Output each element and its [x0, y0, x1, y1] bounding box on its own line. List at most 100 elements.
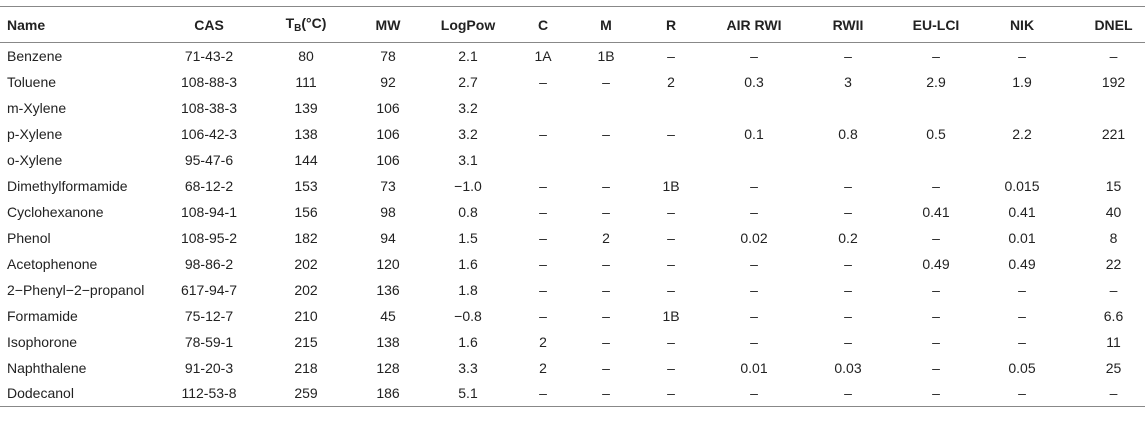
cell-air-rwi: –	[702, 380, 806, 407]
cell-eu-lci: –	[932, 307, 940, 324]
cell-r: 1B	[662, 177, 680, 194]
cell-mw: 45	[380, 307, 396, 324]
cell-mw: 94	[380, 229, 396, 246]
table-row: Dimethylformamide 68-12-2 153 73 −1.0 – – 1B – – –…	[0, 173, 1145, 199]
cell-r: –	[667, 281, 675, 298]
header-mw: MW	[354, 6, 422, 43]
cell-rwii: –	[844, 333, 852, 350]
cell-r	[640, 147, 702, 173]
cell-m: –	[602, 281, 610, 298]
cell-dnel: –	[1109, 281, 1118, 298]
cell-c: 2	[539, 333, 547, 350]
cell-eu-lci: –	[890, 380, 982, 407]
cell-r: 1B	[662, 307, 680, 324]
table-row: Formamide 75-12-7 210 45 −0.8 – – 1B – – – – 6.6	[0, 303, 1145, 329]
header-m: M	[572, 6, 640, 43]
table-row: Dodecanol 112-53-8 259 186 5.1– – – – – – – –	[0, 380, 1145, 407]
cell-rwii: 0.8	[838, 125, 858, 142]
cell-eu-lci	[890, 95, 982, 121]
cell-c: –	[539, 177, 547, 194]
cell-c: –	[539, 229, 547, 246]
cell-r: –	[667, 229, 675, 246]
cell-cas: 108-38-3	[180, 99, 238, 116]
cell-eu-lci: –	[932, 177, 940, 194]
cell-dnel: 192	[1101, 73, 1126, 90]
cell-nik: –	[1018, 333, 1026, 350]
cell-air-rwi	[702, 95, 806, 121]
table-row: 2−Phenyl−2−propanol 617-94-7 202 136 1.8 – – – –…	[0, 277, 1145, 303]
cell-name: Cyclohexanone	[7, 203, 104, 220]
cell-cas: 78-59-1	[184, 333, 234, 350]
cell-dnel	[1062, 95, 1145, 121]
cell-nik: –	[982, 380, 1062, 407]
table-row: m-Xylene 108-38-3 139 106 3.2	[0, 95, 1145, 121]
cell-r: –	[667, 203, 675, 220]
cell-c: 1A	[534, 47, 552, 64]
cell-nik	[982, 95, 1062, 121]
cell-c: –	[514, 380, 572, 407]
cell-air-rwi: –	[750, 255, 758, 272]
cell-eu-lci: –	[932, 281, 940, 298]
cell-tb: 202	[294, 255, 318, 272]
cell-nik: 0.49	[1008, 255, 1036, 272]
cell-cas: 95-47-6	[184, 151, 234, 168]
cell-nik: 2.2	[1012, 125, 1032, 142]
cell-rwii: –	[844, 177, 852, 194]
cell-c	[514, 147, 572, 173]
cell-dnel: –	[1109, 47, 1118, 64]
cell-cas: 106-42-3	[180, 125, 238, 142]
table-row: Phenol 108-95-2 182 94 1.5 – 2 – 0.02 0.2 – 0.01 8	[0, 225, 1145, 251]
cell-nik: –	[1018, 307, 1026, 324]
cell-tb: 153	[294, 177, 318, 194]
table-row: Isophorone 78-59-1 215 138 1.6 2 – – – – – – 11	[0, 329, 1145, 355]
cell-m: –	[602, 359, 610, 376]
cell-mw: 98	[380, 203, 396, 220]
cell-eu-lci: 2.9	[926, 73, 946, 90]
cell-name: Phenol	[7, 229, 51, 246]
cell-mw: 78	[380, 47, 396, 64]
cell-tb: 138	[294, 125, 318, 142]
cell-logpow: 2.7	[458, 73, 478, 90]
cell-dnel: 40	[1105, 203, 1122, 220]
cell-logpow: 0.8	[458, 203, 478, 220]
cell-rwii	[806, 95, 890, 121]
cell-cas: 108-88-3	[180, 73, 238, 90]
table-row: Cyclohexanone 108-94-1 156 98 0.8 – – – – – 0.41 0.…	[0, 199, 1145, 225]
cell-eu-lci: –	[932, 359, 940, 376]
cell-r: –	[667, 47, 675, 64]
cell-r: –	[667, 359, 675, 376]
cell-r: –	[667, 333, 675, 350]
header-r: R	[640, 6, 702, 43]
cell-eu-lci: 0.5	[926, 125, 946, 142]
cell-c: –	[539, 281, 547, 298]
cell-c: 2	[539, 359, 547, 376]
cell-air-rwi: –	[750, 177, 758, 194]
cell-nik	[982, 147, 1062, 173]
cell-logpow: 3.3	[458, 359, 478, 376]
cell-r	[640, 95, 702, 121]
cell-tb: 259	[258, 380, 354, 407]
cell-m: –	[602, 307, 610, 324]
cell-cas: 108-94-1	[180, 203, 238, 220]
cell-m: 2	[602, 229, 610, 246]
cell-nik: –	[1018, 47, 1026, 64]
cell-nik: –	[1018, 281, 1026, 298]
cell-mw: 73	[380, 177, 396, 194]
cell-air-rwi: –	[750, 281, 758, 298]
header-air-rwi: AIR RWI	[702, 6, 806, 43]
cell-tb: 144	[294, 151, 318, 168]
table-row: Benzene 71-43-2 80 78 2.1 1A 1B – – – – – –	[0, 43, 1145, 69]
cell-dnel: 6.6	[1103, 307, 1124, 324]
cell-cas: 75-12-7	[184, 307, 234, 324]
cell-mw: 128	[376, 359, 400, 376]
cell-air-rwi: 0.01	[740, 359, 768, 376]
cell-m: –	[602, 333, 610, 350]
cell-nik: 0.05	[1008, 359, 1036, 376]
cell-logpow: 5.1	[422, 380, 514, 407]
cell-name: Naphthalene	[7, 359, 87, 376]
cell-name: Toluene	[7, 73, 57, 90]
cell-eu-lci: –	[932, 47, 940, 64]
table-row: Toluene 108-88-3 111 92 2.7 – – 2 0.3 3 2.9 1.9 192	[0, 69, 1145, 95]
cell-r: –	[667, 255, 675, 272]
